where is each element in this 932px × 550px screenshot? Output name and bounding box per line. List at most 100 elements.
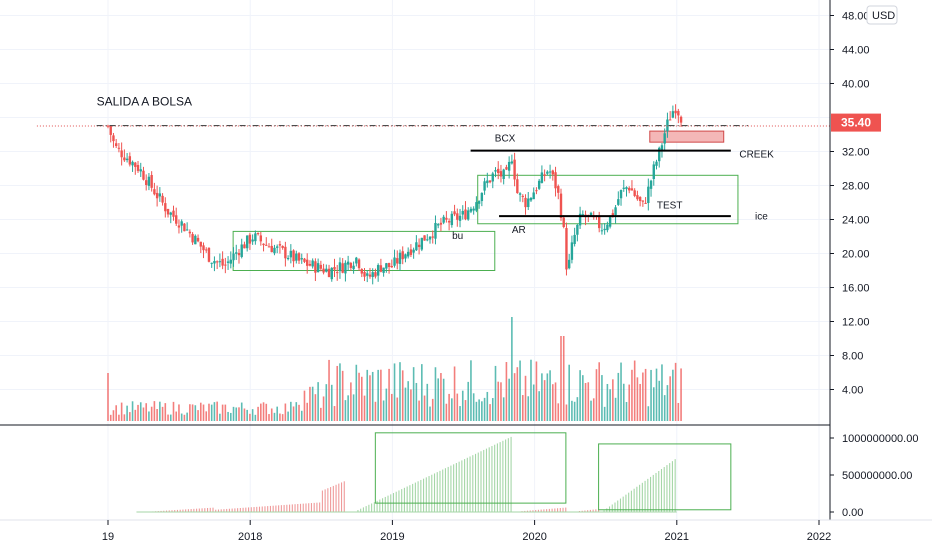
candle xyxy=(325,264,328,273)
candle-body xyxy=(262,243,265,246)
candle-body xyxy=(390,265,394,268)
candle-body xyxy=(177,225,181,228)
annotations: SALIDA A BOLSA BCX CREEK TEST ice bu AR xyxy=(97,95,775,242)
candle xyxy=(641,200,645,207)
candle-body xyxy=(311,260,314,267)
candle-body xyxy=(510,161,514,164)
currency-badge[interactable]: USD xyxy=(866,5,898,25)
candle-body xyxy=(589,212,593,217)
volume-bar xyxy=(680,368,682,421)
volume-bar xyxy=(486,391,489,421)
candle xyxy=(502,168,505,185)
volume-bar xyxy=(472,393,475,421)
volume-bar xyxy=(592,398,595,421)
candle-body xyxy=(567,259,571,269)
horizontal-levels[interactable] xyxy=(36,125,830,218)
candle-body xyxy=(649,180,653,189)
candle xyxy=(483,177,486,195)
candle-body xyxy=(278,244,282,246)
candle-body xyxy=(180,221,183,226)
volume-bar xyxy=(322,396,325,421)
volume-bar xyxy=(497,381,500,421)
volume-bar xyxy=(328,359,330,421)
candle-body xyxy=(671,111,675,118)
indicator-bars xyxy=(136,436,677,513)
volume-bar xyxy=(366,369,369,421)
candle xyxy=(426,234,429,242)
candle-body xyxy=(213,260,216,264)
volume-bar xyxy=(281,414,284,421)
candle-body xyxy=(467,210,470,220)
volume-bar xyxy=(205,411,208,421)
volume-bar xyxy=(199,402,202,421)
candle-body xyxy=(188,231,192,234)
candle-body xyxy=(319,264,323,269)
volume-bar xyxy=(227,411,229,421)
candle xyxy=(308,260,312,267)
candle-body xyxy=(142,170,145,180)
volume-bar xyxy=(459,406,461,421)
candle-body xyxy=(232,253,235,261)
volume-bar xyxy=(429,406,431,421)
candle-body xyxy=(338,262,342,272)
candle xyxy=(150,171,153,192)
volume-bar xyxy=(617,372,620,421)
volume-bar xyxy=(167,414,169,421)
volume-bar xyxy=(519,360,521,421)
candle xyxy=(303,257,306,264)
volume-bar xyxy=(666,385,669,421)
candle-body xyxy=(630,188,634,191)
volume-bar xyxy=(164,403,167,421)
volume-bar xyxy=(461,390,464,421)
candle xyxy=(363,268,366,282)
volume-bar xyxy=(426,383,429,421)
volume-bar xyxy=(292,406,295,421)
candle xyxy=(180,219,183,233)
volume-bar xyxy=(300,410,303,421)
candle-body xyxy=(281,246,284,248)
candle xyxy=(240,238,243,259)
candle-body xyxy=(221,258,224,266)
volume-bar xyxy=(396,397,399,421)
candle-body xyxy=(619,190,623,199)
candle-body xyxy=(363,271,366,277)
volume-bar xyxy=(543,380,546,421)
candle xyxy=(415,235,418,251)
candle xyxy=(617,191,620,206)
candle-body xyxy=(426,239,429,241)
volume-bar xyxy=(590,400,592,421)
last-price-label: 35.40 xyxy=(841,116,871,130)
candle xyxy=(600,223,604,235)
candle-body xyxy=(507,161,511,171)
candle xyxy=(297,252,301,264)
candle-body xyxy=(401,251,404,260)
indicator-box-2 xyxy=(598,443,732,511)
candle-body xyxy=(543,174,546,176)
candle-body xyxy=(486,180,489,184)
candle xyxy=(248,232,252,250)
candle-body xyxy=(497,168,500,174)
volume-bar xyxy=(350,382,352,421)
candle xyxy=(235,244,238,260)
candle-body xyxy=(546,171,549,174)
candle xyxy=(109,125,112,143)
candle xyxy=(175,207,178,226)
volume-bar xyxy=(388,368,390,421)
candle xyxy=(565,222,568,276)
candle-body xyxy=(131,161,134,166)
candle-body xyxy=(655,161,658,166)
candle xyxy=(480,192,484,207)
candle xyxy=(652,161,655,186)
candle xyxy=(420,237,424,252)
candle-body xyxy=(125,158,129,161)
candle-body xyxy=(420,237,424,250)
candle xyxy=(136,160,140,173)
candle xyxy=(262,243,265,252)
candle xyxy=(562,215,565,229)
volume-bar xyxy=(197,410,199,421)
candle-body xyxy=(360,269,363,274)
candle xyxy=(614,204,617,224)
candle xyxy=(393,249,396,268)
candle xyxy=(368,267,372,279)
